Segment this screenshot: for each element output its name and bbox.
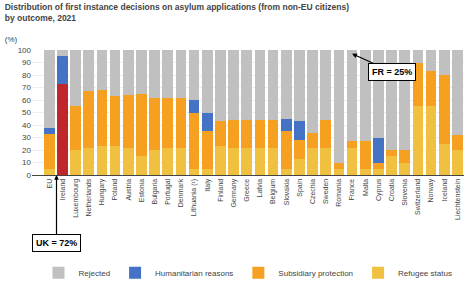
svg-text:80: 80	[22, 71, 31, 80]
svg-text:Cyprus: Cyprus	[375, 178, 383, 201]
svg-text:Spain: Spain	[296, 179, 304, 197]
svg-text:Slovenia: Slovenia	[401, 179, 408, 206]
svg-text:Humanitarian reasons: Humanitarian reasons	[155, 269, 233, 278]
svg-text:UK = 72%: UK = 72%	[36, 238, 77, 248]
svg-text:60: 60	[22, 96, 31, 105]
svg-text:40: 40	[22, 121, 31, 130]
svg-text:Germany: Germany	[230, 178, 238, 207]
svg-text:Liechtenstein: Liechtenstein	[454, 179, 461, 220]
svg-text:0: 0	[27, 171, 32, 180]
svg-text:France: France	[348, 179, 355, 201]
svg-text:Malta: Malta	[362, 179, 369, 196]
svg-text:Switzerland: Switzerland	[414, 179, 421, 215]
svg-text:Netherlands: Netherlands	[85, 178, 92, 216]
svg-text:50: 50	[22, 108, 31, 117]
svg-text:Iceland: Iceland	[441, 179, 448, 202]
svg-text:Denmark: Denmark	[177, 178, 184, 207]
svg-text:Belgium: Belgium	[269, 179, 277, 204]
svg-text:Austria: Austria	[125, 179, 132, 201]
svg-text:Romania: Romania	[335, 179, 342, 207]
svg-text:Czechia: Czechia	[309, 179, 316, 204]
svg-text:Rejected: Rejected	[79, 269, 111, 278]
svg-text:Portugal: Portugal	[164, 178, 172, 205]
svg-text:70: 70	[22, 83, 31, 92]
svg-text:Greece: Greece	[243, 179, 250, 202]
svg-text:Subsidiary protection: Subsidiary protection	[278, 269, 353, 278]
svg-text:Norway: Norway	[427, 178, 435, 202]
svg-text:(%): (%)	[5, 35, 18, 44]
svg-text:EU: EU	[46, 179, 53, 189]
svg-text:Refugee status: Refugee status	[398, 269, 452, 278]
svg-text:Latvia: Latvia	[256, 179, 263, 198]
svg-text:Luxembourg: Luxembourg	[72, 179, 80, 218]
svg-text:Hungary: Hungary	[98, 178, 106, 205]
svg-text:100: 100	[18, 46, 32, 55]
svg-text:90: 90	[22, 58, 31, 67]
svg-text:Slovakia: Slovakia	[283, 179, 290, 206]
svg-text:Croatia: Croatia	[388, 179, 395, 202]
svg-text:30: 30	[22, 133, 31, 142]
svg-text:FR = 25%: FR = 25%	[372, 67, 412, 77]
svg-text:Bulgaria: Bulgaria	[151, 179, 159, 205]
svg-text:Italy: Italy	[204, 178, 212, 191]
svg-text:Distribution of first instance: Distribution of first instance decisions…	[5, 2, 349, 23]
svg-text:Sweden: Sweden	[322, 179, 329, 204]
svg-text:Ireland: Ireland	[59, 179, 66, 201]
svg-text:10: 10	[22, 158, 31, 167]
svg-text:Estonia: Estonia	[138, 179, 145, 202]
svg-text:20: 20	[22, 146, 31, 155]
svg-text:Lithuania (¹): Lithuania (¹)	[190, 179, 198, 216]
svg-text:Finland: Finland	[217, 179, 224, 202]
svg-text:Poland: Poland	[111, 179, 118, 201]
